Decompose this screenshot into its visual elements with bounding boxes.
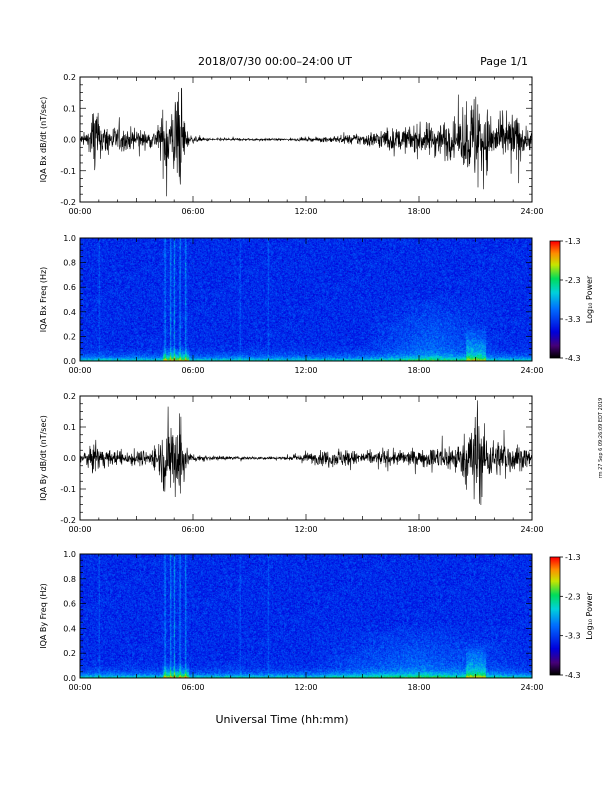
x-tick-label: 18:00 [407, 683, 430, 692]
colorbar-tick-label: -4.3 [565, 671, 581, 680]
y-tick-label: 0.1 [63, 423, 76, 432]
colorbar-tick-label: -4.3 [565, 354, 581, 363]
spectrogram-image [80, 554, 532, 678]
y-axis-title: IQA Bx dB/dt (nT/sec) [39, 97, 48, 183]
x-tick-label: 18:00 [407, 366, 430, 375]
x-tick-label: 00:00 [68, 366, 91, 375]
y-axis-title: IQA By dB/dt (nT/sec) [39, 415, 48, 501]
y-axis-title: IQA By Freq (Hz) [39, 583, 48, 649]
y-tick-label: 1.0 [63, 234, 76, 243]
y-tick-label: 0.8 [63, 575, 76, 584]
x-tick-label: 06:00 [181, 207, 204, 216]
colorbar-frame [549, 556, 561, 676]
x-tick-label: 12:00 [294, 207, 317, 216]
panel-1: 00:00 06:00 12:00 18:00 24:00 0.2 0.1 0.0 -0.1 -0… [39, 73, 544, 216]
colorbar-tick-label: -3.3 [565, 315, 581, 324]
y-tick-label: 0.1 [63, 104, 76, 113]
y-tick-label: 0.2 [63, 73, 76, 82]
x-tick-label: 12:00 [294, 366, 317, 375]
colorbar [550, 241, 560, 358]
y-tick-label: -0.2 [60, 516, 76, 525]
y-tick-label: -0.1 [60, 485, 76, 494]
y-tick-label: 0.6 [63, 283, 76, 292]
spectrogram-image [80, 238, 532, 361]
x-axis-title: Universal Time (hh:mm) [216, 713, 349, 726]
x-tick-label: 24:00 [520, 525, 543, 534]
y-tick-label: 0.0 [63, 357, 76, 366]
x-tick-label: 24:00 [520, 366, 543, 375]
x-tick-label: 18:00 [407, 525, 430, 534]
x-tick-label: 24:00 [520, 207, 543, 216]
colorbar-tick-label: -3.3 [565, 632, 581, 641]
panel-2: -1.3 -2.3 -3.3 -4.3 Log₁₀ Power 00:00 06:00 12:… [39, 234, 594, 375]
colorbar-frame [549, 240, 561, 359]
waveform-trace [79, 87, 533, 197]
page-label: Page 1/1 [480, 55, 528, 68]
panel-4: -1.3 -2.3 -3.3 -4.3 Log₁₀ Power 00:00 06:00 12:… [39, 550, 594, 692]
y-tick-label: 0.2 [63, 392, 76, 401]
x-tick-label: 12:00 [294, 525, 317, 534]
x-tick-label: 12:00 [294, 683, 317, 692]
waveform-trace [79, 400, 533, 506]
x-tick-label: 24:00 [520, 683, 543, 692]
x-tick-label: 18:00 [407, 207, 430, 216]
colorbar [550, 557, 560, 675]
y-axis-title: IQA Bx Freq (Hz) [39, 267, 48, 333]
y-tick-label: -0.2 [60, 198, 76, 207]
side-note: rm 27 Sep 6 09:26:09 EDT 2019 [598, 398, 604, 479]
y-tick-label: 0.2 [63, 649, 76, 658]
x-tick-label: 06:00 [181, 683, 204, 692]
y-tick-label: -0.1 [60, 167, 76, 176]
colorbar-tick-label: -2.3 [565, 276, 581, 285]
y-tick-label: 0.0 [63, 136, 76, 145]
colorbar-title: Log₁₀ Power [585, 592, 594, 640]
x-tick-label: 06:00 [181, 525, 204, 534]
y-tick-label: 0.0 [63, 454, 76, 463]
y-tick-label: 0.2 [63, 332, 76, 341]
y-tick-label: 0.0 [63, 674, 76, 683]
figure-title: 2018/07/30 00:00–24:00 UT [198, 55, 352, 68]
colorbar-title: Log₁₀ Power [585, 275, 594, 323]
colorbar-tick-label: -1.3 [565, 553, 581, 562]
x-tick-label: 00:00 [68, 683, 91, 692]
y-tick-label: 0.4 [63, 624, 76, 633]
x-tick-label: 00:00 [68, 525, 91, 534]
y-tick-label: 0.4 [63, 308, 76, 317]
y-tick-label: 1.0 [63, 550, 76, 559]
x-tick-label: 00:00 [68, 207, 91, 216]
colorbar-tick-label: -2.3 [565, 592, 581, 601]
y-tick-label: 0.8 [63, 259, 76, 268]
colorbar-tick-label: -1.3 [565, 237, 581, 246]
y-tick-label: 0.6 [63, 600, 76, 609]
panel-3: 00:00 06:00 12:00 18:00 24:00 0.2 0.1 0.0 -0.1 -0… [39, 392, 544, 534]
x-tick-label: 06:00 [181, 366, 204, 375]
